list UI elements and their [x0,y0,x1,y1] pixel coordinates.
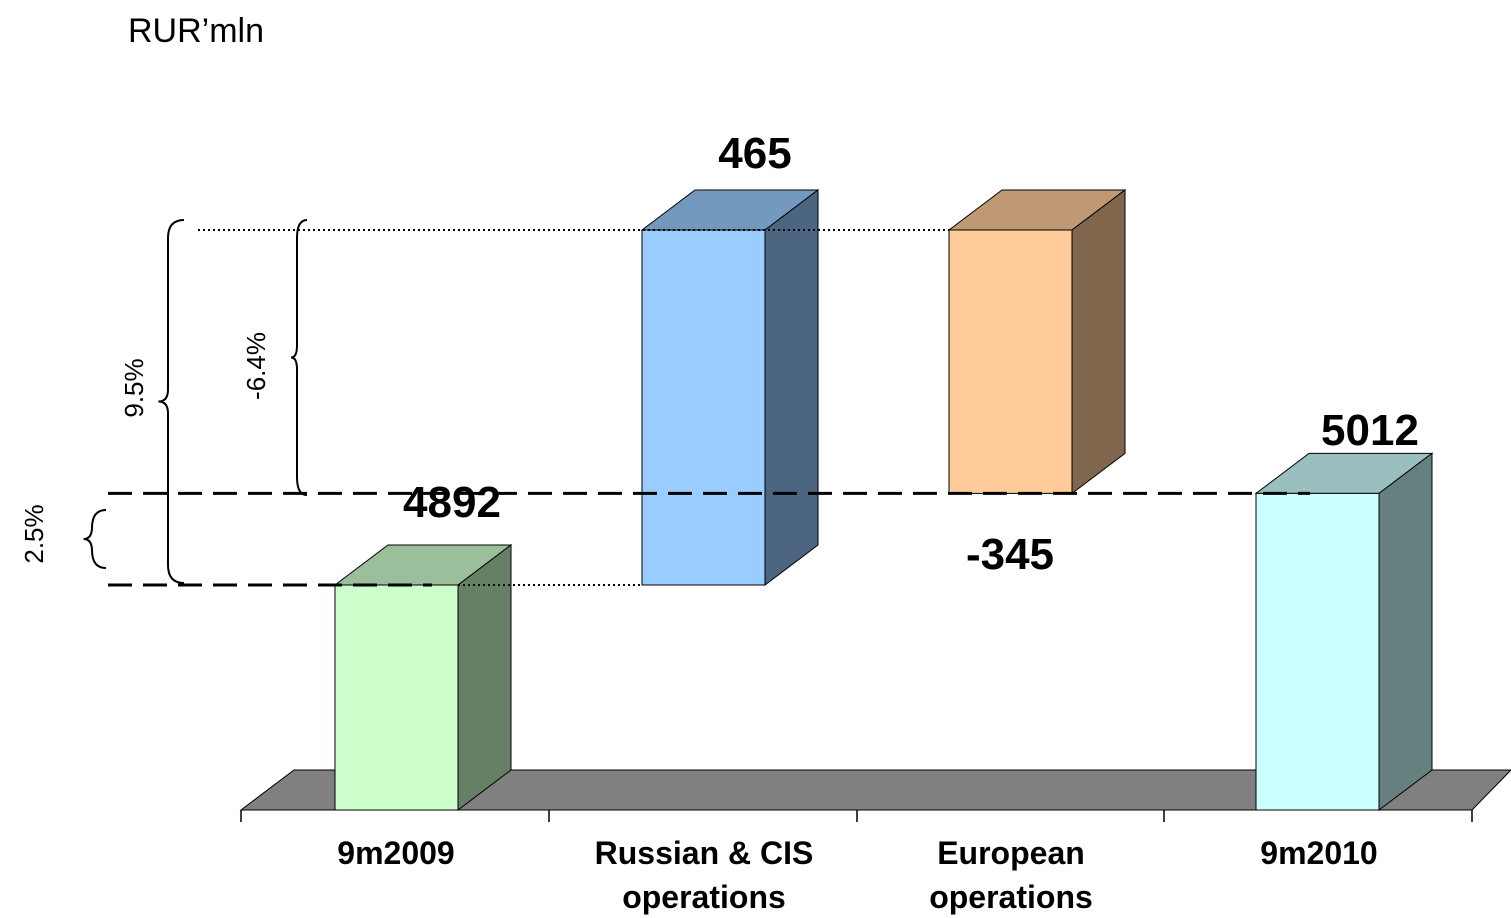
category-axis [240,809,1473,822]
percent-braces [83,219,308,584]
brace-minus-6-4-percent [290,219,308,496]
brace-2-5-percent [83,509,107,569]
bar-front-face [641,229,766,586]
bar-value-label: 4892 [403,478,501,527]
bar [333,543,513,812]
unit-label: RUR’mln [128,12,264,50]
bars [333,188,1434,812]
bar-side-face [1071,188,1126,495]
labels: 9.5% -6.4% 2.5% 4892 465 -345 5012 9m2009 Russia… [19,129,1419,915]
category-label: European [937,835,1085,871]
percent-label-minus-6-4: -6.4% [241,332,271,400]
category-label: 9m2009 [337,835,454,871]
bar-side-face [1378,452,1433,812]
percent-label-2-5: 2.5% [19,504,49,563]
bar [640,188,820,587]
bar [1254,452,1434,812]
brace-9-5-percent [158,219,185,584]
category-label: operations [622,879,786,915]
reference-lines [108,229,1310,587]
bar-front-face [948,229,1073,494]
bar-front-face [334,584,459,811]
bar-value-label: -345 [966,530,1054,579]
bar [947,188,1127,495]
bar-value-label: 5012 [1321,406,1419,455]
category-label: 9m2010 [1260,835,1377,871]
percent-label-9-5: 9.5% [119,358,149,417]
bar-side-face [764,188,819,587]
category-label: operations [929,879,1093,915]
category-label: Russian & CIS [595,835,814,871]
bar-value-label: 465 [718,129,791,178]
bar-front-face [1255,492,1380,811]
